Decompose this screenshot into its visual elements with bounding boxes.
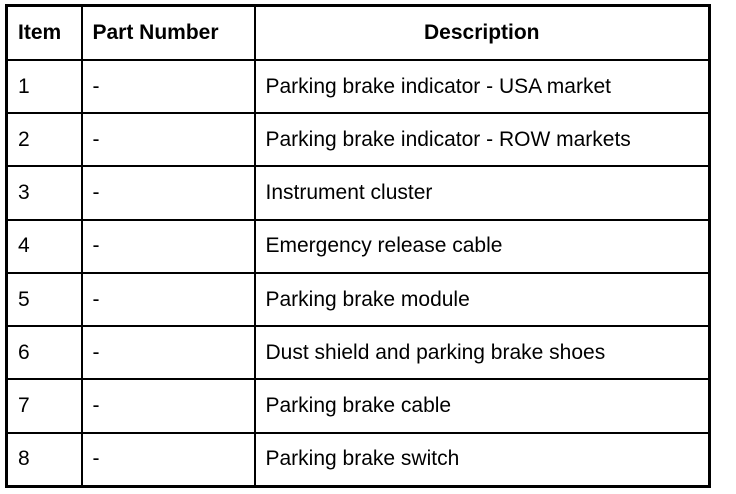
item-cell: 2 [5, 112, 83, 168]
description-cell: Parking brake switch [253, 431, 711, 488]
parts-table: Item Part Number Description 1- Parking b… [5, 4, 711, 488]
table-row: 5- Parking brake module [5, 271, 711, 328]
item-cell: 5 [5, 271, 83, 328]
table-row: 8- Parking brake switch [5, 431, 711, 488]
item-cell: 8 [5, 431, 83, 488]
header-description: Description [253, 4, 711, 61]
table-row: 6- Dust shield and parking brake shoes [5, 325, 711, 381]
header-row: Item Part Number Description [5, 4, 711, 61]
description-cell: Instrument cluster [253, 165, 711, 221]
description-cell: Emergency release cable [253, 218, 711, 274]
part-number-cell: - [80, 378, 256, 434]
table-row: 7- Parking brake cable [5, 378, 711, 434]
description-cell: Parking brake module [253, 271, 711, 328]
table-row: 1- Parking brake indicator - USA market [5, 58, 711, 115]
item-cell: 3 [5, 165, 83, 221]
part-number-cell: - [80, 218, 256, 274]
header-part-number: Part Number [80, 4, 256, 61]
item-cell: 4 [5, 218, 83, 274]
table-row: 2- Parking brake indicator - ROW markets [5, 112, 711, 168]
item-cell: 6 [5, 325, 83, 381]
description-cell: Dust shield and parking brake shoes [253, 325, 711, 381]
part-number-cell: - [80, 271, 256, 328]
part-number-cell: - [80, 325, 256, 381]
description-cell: Parking brake indicator - ROW markets [253, 112, 711, 168]
part-number-cell: - [80, 165, 256, 221]
part-number-cell: - [80, 58, 256, 115]
item-cell: 1 [5, 58, 83, 115]
description-cell: Parking brake cable [253, 378, 711, 434]
header-item: Item [5, 4, 83, 61]
description-cell: Parking brake indicator - USA market [253, 58, 711, 115]
part-number-cell: - [80, 112, 256, 168]
table-row: 3- Instrument cluster [5, 165, 711, 221]
item-cell: 7 [5, 378, 83, 434]
part-number-cell: - [80, 431, 256, 488]
table-row: 4- Emergency release cable [5, 218, 711, 274]
